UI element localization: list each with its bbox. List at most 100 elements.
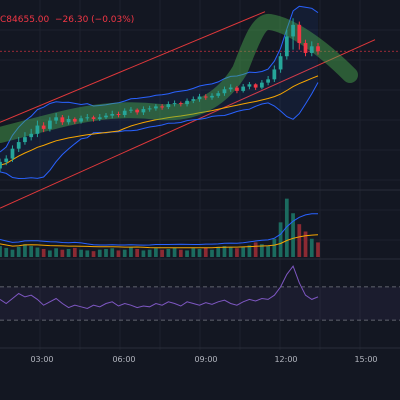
volume-bar[interactable] — [35, 247, 40, 257]
candle[interactable] — [172, 100, 177, 107]
candle[interactable] — [23, 132, 27, 145]
price-pane[interactable] — [0, 5, 400, 209]
volume-bar[interactable] — [303, 231, 308, 257]
volume-bar[interactable] — [10, 249, 15, 257]
candle[interactable] — [85, 114, 90, 121]
volume-bar[interactable] — [178, 249, 183, 257]
candle[interactable] — [97, 114, 102, 121]
volume-bar[interactable] — [54, 248, 58, 257]
candle[interactable] — [129, 107, 133, 114]
volume-bar[interactable] — [197, 248, 202, 257]
volume-bar[interactable] — [203, 247, 208, 257]
volume-bar[interactable] — [23, 244, 27, 257]
volume-bar[interactable] — [210, 249, 214, 257]
volume-bar[interactable] — [272, 238, 277, 257]
candle[interactable] — [0, 158, 2, 172]
volume-bar[interactable] — [147, 249, 152, 257]
volume-bar[interactable] — [154, 248, 158, 257]
candle[interactable] — [16, 137, 21, 152]
candle[interactable] — [197, 93, 202, 102]
highlight-drawing[interactable] — [0, 14, 358, 143]
candle[interactable] — [266, 76, 270, 86]
candle[interactable] — [72, 117, 77, 124]
volume-bar[interactable] — [228, 247, 233, 257]
candle[interactable] — [178, 101, 183, 107]
candle[interactable] — [260, 80, 264, 90]
volume-bar[interactable] — [66, 248, 71, 257]
candle[interactable] — [91, 115, 96, 122]
volume-bar[interactable] — [278, 222, 283, 257]
volume-bar[interactable] — [29, 246, 34, 257]
candle[interactable] — [166, 101, 171, 110]
candle[interactable] — [48, 117, 52, 132]
candle[interactable] — [141, 106, 146, 115]
candle[interactable] — [4, 155, 9, 166]
volume-bar[interactable] — [60, 249, 65, 257]
candle[interactable] — [309, 41, 314, 57]
candle[interactable] — [116, 111, 121, 118]
candle[interactable] — [122, 108, 127, 118]
volume-bar[interactable] — [116, 250, 121, 257]
candle[interactable] — [160, 104, 164, 110]
volume-bar[interactable] — [160, 249, 164, 257]
volume-bar[interactable] — [266, 246, 270, 257]
candle[interactable] — [29, 128, 34, 141]
candle[interactable] — [104, 113, 108, 119]
volume-bar[interactable] — [129, 247, 133, 257]
candle[interactable] — [284, 29, 289, 60]
candle[interactable] — [216, 90, 221, 98]
volume-bar[interactable] — [222, 246, 227, 257]
candle[interactable] — [191, 96, 196, 104]
candle[interactable] — [241, 83, 246, 93]
volume-bar[interactable] — [97, 249, 102, 257]
candle[interactable] — [210, 93, 214, 100]
candle[interactable] — [222, 86, 227, 96]
candle[interactable] — [10, 145, 15, 162]
volume-bar[interactable] — [309, 238, 314, 257]
candle[interactable] — [253, 83, 258, 90]
candle[interactable] — [235, 85, 239, 94]
volume-bar[interactable] — [72, 247, 77, 257]
volume-bar[interactable] — [91, 251, 96, 257]
time-axis[interactable]: 03:00 06:00 09:00 12:00 15:00 — [30, 355, 377, 364]
volume-bar[interactable] — [4, 247, 9, 257]
volume-bar[interactable] — [291, 213, 295, 257]
volume-bar[interactable] — [185, 250, 189, 257]
volume-bar[interactable] — [235, 248, 239, 257]
candle[interactable] — [41, 122, 46, 133]
volume-bar[interactable] — [104, 248, 108, 257]
candle[interactable] — [185, 98, 189, 107]
volume-bar[interactable] — [141, 250, 146, 257]
volume-bar[interactable] — [110, 248, 115, 257]
candle[interactable] — [316, 43, 320, 55]
candle[interactable] — [297, 21, 302, 50]
candle[interactable] — [272, 65, 277, 82]
candle[interactable] — [60, 115, 65, 125]
volume-bar[interactable] — [191, 248, 196, 257]
candle[interactable] — [147, 105, 152, 112]
volume-bar[interactable] — [284, 198, 289, 257]
volume-bar[interactable] — [247, 245, 252, 257]
volume-bar[interactable] — [41, 248, 46, 257]
candle[interactable] — [54, 113, 58, 124]
candle[interactable] — [154, 104, 158, 111]
candle[interactable] — [35, 120, 40, 138]
volume-bar[interactable] — [241, 246, 246, 257]
volume-bar[interactable] — [135, 248, 140, 257]
candle[interactable] — [303, 39, 308, 57]
volume-bar[interactable] — [79, 249, 83, 257]
volume-pane[interactable] — [0, 198, 320, 257]
volume-bar[interactable] — [0, 246, 2, 257]
candle[interactable] — [247, 81, 252, 90]
candle[interactable] — [135, 108, 140, 115]
volume-bar[interactable] — [316, 242, 320, 257]
volume-bar[interactable] — [85, 250, 90, 257]
volume-bar[interactable] — [216, 246, 221, 257]
candle[interactable] — [203, 94, 208, 100]
rsi-pane[interactable] — [0, 265, 400, 321]
volume-bar[interactable] — [253, 242, 258, 257]
candle[interactable] — [291, 18, 295, 50]
volume-bar[interactable] — [166, 248, 171, 257]
candle[interactable] — [278, 52, 283, 73]
